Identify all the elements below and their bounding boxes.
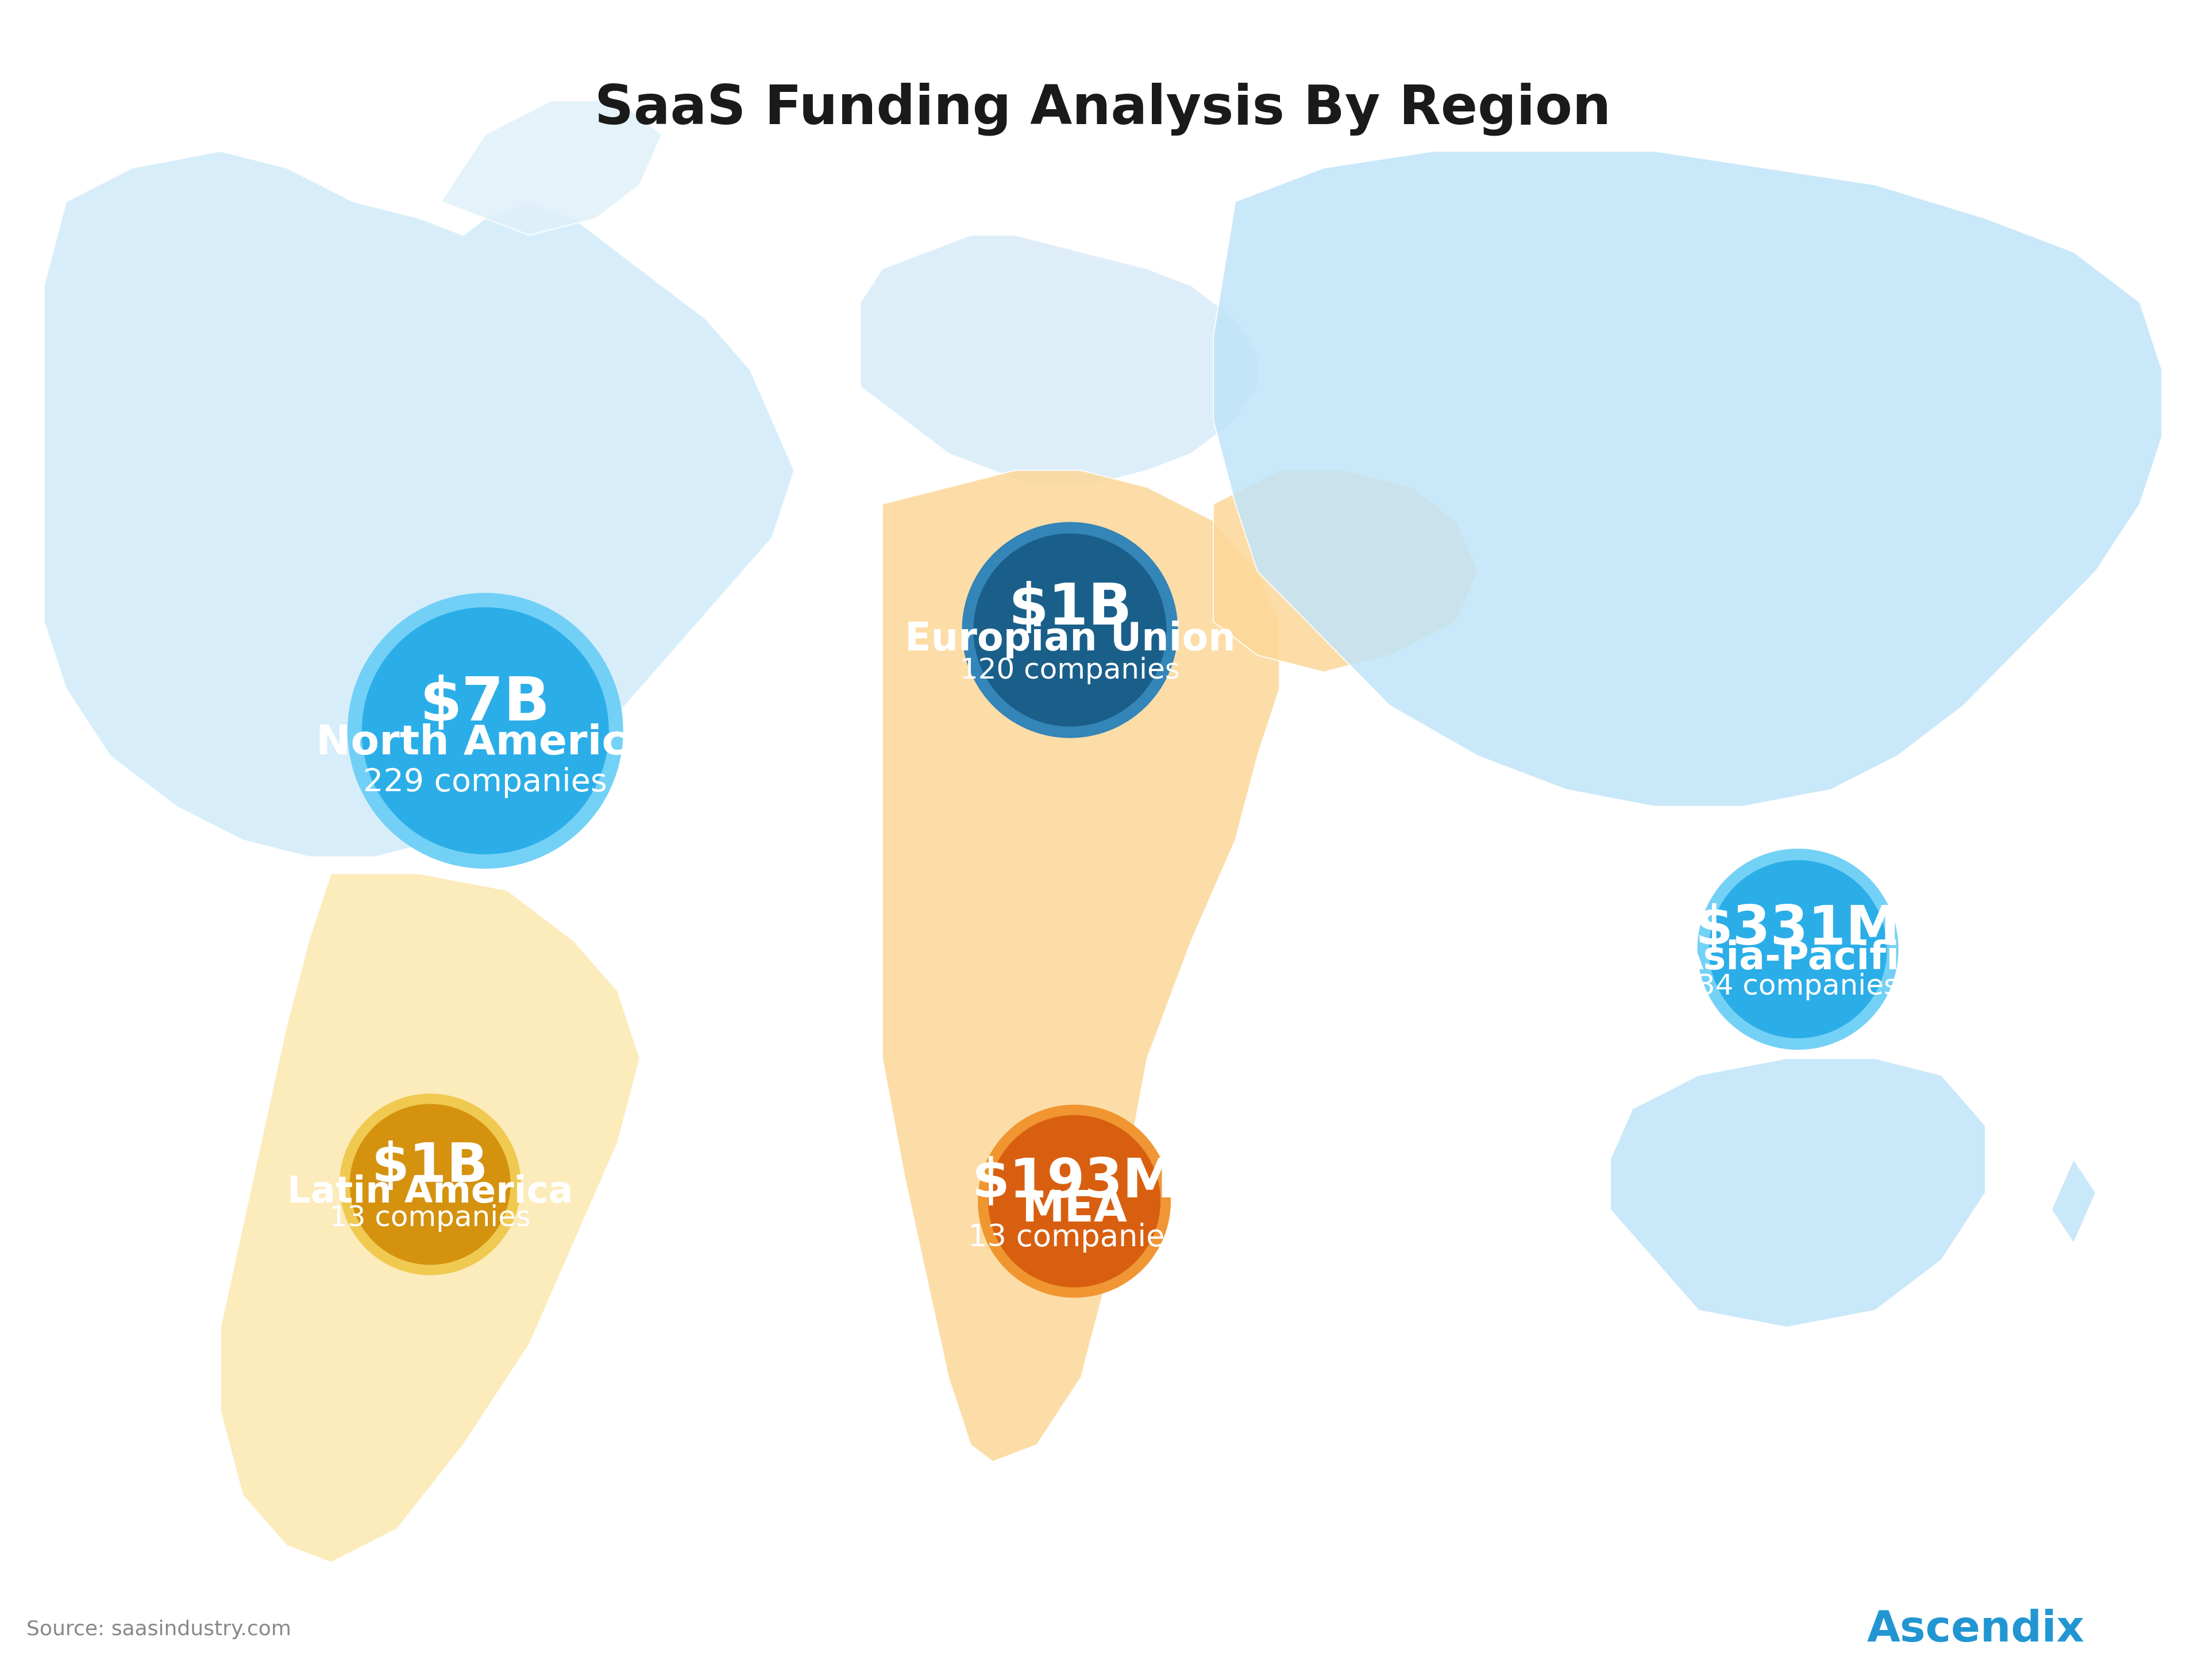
Text: 229 companies: 229 companies <box>364 768 607 798</box>
Polygon shape <box>441 101 662 235</box>
Text: $1B: $1B <box>373 1141 488 1193</box>
Circle shape <box>1696 848 1899 1050</box>
Polygon shape <box>860 235 1257 487</box>
Text: $7B: $7B <box>419 674 552 732</box>
Text: SaaS Funding Analysis By Region: SaaS Funding Analysis By Region <box>596 82 1610 136</box>
Text: Asia-Pacific: Asia-Pacific <box>1674 939 1921 978</box>
Text: North America: North America <box>315 724 655 763</box>
Text: MEA: MEA <box>1021 1189 1127 1231</box>
Circle shape <box>973 534 1167 726</box>
Circle shape <box>340 1094 521 1275</box>
Circle shape <box>346 593 622 869</box>
Polygon shape <box>1213 470 1478 672</box>
Text: Latin America: Latin America <box>287 1174 574 1210</box>
Text: Source: saasindustry.com: Source: saasindustry.com <box>26 1620 291 1640</box>
Text: 13 companies: 13 companies <box>329 1205 532 1231</box>
Circle shape <box>977 1105 1171 1297</box>
Polygon shape <box>1213 151 2162 806</box>
Polygon shape <box>882 470 1279 1462</box>
Text: 34 companies: 34 companies <box>1696 973 1899 1000</box>
Text: Europian Union: Europian Union <box>904 620 1235 659</box>
Circle shape <box>362 606 609 855</box>
Circle shape <box>988 1116 1160 1287</box>
Polygon shape <box>2052 1159 2096 1243</box>
Circle shape <box>962 522 1178 738</box>
Text: $1B: $1B <box>1008 581 1132 637</box>
Text: $331M: $331M <box>1696 904 1899 956</box>
Circle shape <box>1710 860 1886 1038</box>
Circle shape <box>351 1104 510 1265</box>
Polygon shape <box>44 151 794 857</box>
Text: $193M: $193M <box>973 1156 1176 1208</box>
Polygon shape <box>1610 1058 1985 1327</box>
Text: 13 companies: 13 companies <box>968 1223 1180 1252</box>
Polygon shape <box>221 874 640 1562</box>
Text: 120 companies: 120 companies <box>960 657 1180 684</box>
Text: Ascendix: Ascendix <box>1866 1609 2085 1650</box>
